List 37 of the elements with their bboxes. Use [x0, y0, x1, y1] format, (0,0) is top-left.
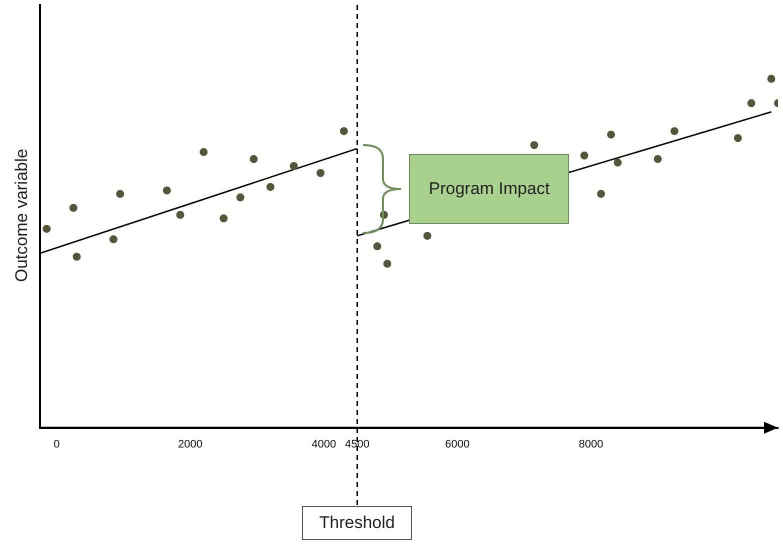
point	[423, 232, 432, 240]
point	[340, 127, 348, 136]
point	[72, 252, 81, 261]
point	[200, 148, 208, 156]
x-tick-label: 0	[54, 438, 60, 450]
point	[250, 155, 258, 164]
point	[580, 152, 588, 160]
point	[614, 158, 622, 167]
point	[116, 190, 124, 198]
point	[530, 141, 538, 150]
x-tick-label: 2000	[178, 438, 203, 450]
point	[654, 155, 662, 164]
y-axis-title: Outcome variable	[12, 148, 32, 282]
callout-box: Program Impact	[409, 154, 570, 224]
point	[42, 224, 51, 233]
point	[734, 134, 742, 142]
point	[597, 190, 606, 198]
point	[383, 260, 392, 268]
point	[69, 204, 78, 212]
point	[747, 99, 756, 108]
x-tick-label: 4500	[345, 438, 370, 450]
point	[109, 235, 118, 244]
point	[220, 214, 228, 222]
point	[607, 130, 616, 139]
point	[670, 127, 678, 136]
x-tick-label: 4000	[312, 438, 336, 450]
point	[290, 162, 298, 170]
point	[373, 242, 382, 250]
point	[176, 210, 184, 219]
point	[236, 193, 244, 202]
point	[162, 186, 171, 194]
ref-line-label: Threshold	[302, 506, 412, 540]
x-tick-label: 6000	[445, 438, 470, 450]
x-tick-label: 8000	[578, 438, 604, 450]
point	[266, 182, 274, 191]
point	[767, 74, 776, 83]
point	[316, 168, 325, 177]
